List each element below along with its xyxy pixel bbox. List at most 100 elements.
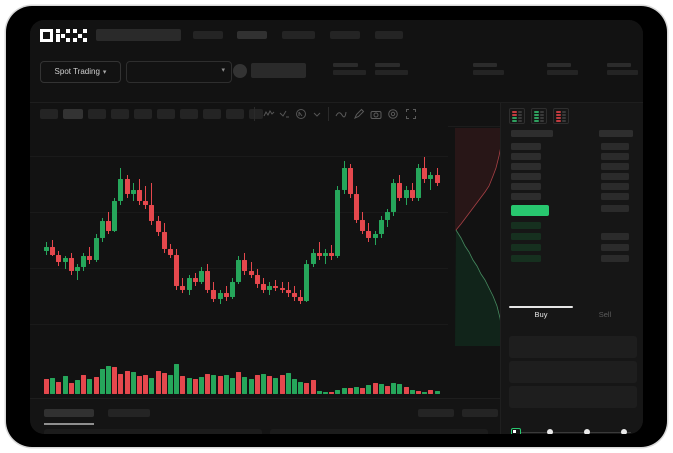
timeframe-button-2[interactable]	[63, 109, 83, 119]
orderbook-trade-panel: Buy Sell	[500, 103, 643, 434]
tab-buy[interactable]: Buy	[534, 310, 548, 319]
timeframe-button-8[interactable]	[203, 109, 221, 119]
candle	[44, 126, 49, 344]
chevron-down-icon: ▾	[102, 69, 107, 76]
orderbook-mode-bids-icon[interactable]	[531, 108, 547, 124]
bottom-tab-1[interactable]	[44, 409, 94, 417]
volume-bar	[149, 377, 155, 394]
nav-item-4[interactable]	[330, 31, 360, 39]
fullscreen-icon[interactable]	[405, 108, 417, 120]
indicator-fx-icon[interactable]	[295, 108, 307, 120]
volume-bar	[261, 373, 266, 394]
stat-label	[473, 63, 497, 67]
chevron-down-icon[interactable]	[311, 108, 323, 120]
slider-step-25[interactable]	[547, 429, 553, 434]
volume-bar	[254, 375, 260, 394]
orderbook-ask-row[interactable]	[511, 173, 541, 180]
bottom-tab-2[interactable]	[108, 409, 150, 417]
indicator-compare-icon[interactable]	[279, 108, 291, 120]
volume-bar	[192, 378, 198, 394]
nav-item-1[interactable]	[193, 31, 223, 39]
nav-item-3[interactable]	[282, 31, 315, 39]
orderbook-rows[interactable]	[501, 130, 643, 312]
orderbook-bid-row[interactable]	[511, 222, 541, 229]
slider-track	[515, 431, 631, 433]
okx-logo[interactable]	[40, 29, 87, 42]
orderbook-ask-qty	[601, 163, 629, 170]
orderbook-ask-row[interactable]	[511, 163, 541, 170]
stat-value	[607, 70, 638, 75]
price-chart[interactable]	[30, 126, 448, 398]
pencil-icon[interactable]	[353, 108, 365, 120]
candle	[310, 126, 316, 344]
timeframe-button-5[interactable]	[134, 109, 152, 119]
nav-item-5[interactable]	[375, 31, 403, 39]
orderbook-mode-asks-icon[interactable]	[553, 108, 569, 124]
candle	[273, 126, 279, 344]
camera-icon[interactable]	[370, 108, 382, 120]
stat-value	[473, 70, 504, 75]
timeframe-button-4[interactable]	[111, 109, 129, 119]
settings-gear-icon[interactable]	[387, 108, 399, 120]
orderbook-spread-row[interactable]	[511, 205, 549, 216]
candle	[180, 126, 186, 344]
timeframe-button-3[interactable]	[88, 109, 106, 119]
bottom-action-2[interactable]	[462, 409, 498, 417]
volume-bar	[360, 388, 366, 394]
candle	[254, 126, 260, 344]
timeframe-button-7[interactable]	[180, 109, 198, 119]
volume-bar	[378, 384, 384, 394]
volume-bar	[118, 373, 124, 394]
slider-step-50[interactable]	[584, 429, 590, 434]
pair-selector[interactable]: ▾	[126, 61, 232, 83]
bottom-action-1[interactable]	[418, 409, 454, 417]
total-field[interactable]	[509, 386, 637, 408]
stat-5	[607, 63, 638, 75]
volume-bar	[323, 391, 328, 394]
timeframe-button-1[interactable]	[40, 109, 58, 119]
indicator-line-icon[interactable]	[263, 108, 275, 120]
volume-bar	[199, 376, 204, 394]
buy-tab-underline	[509, 306, 573, 308]
search-input[interactable]	[96, 29, 181, 41]
pair-name	[251, 63, 306, 78]
trendline-icon[interactable]	[335, 108, 347, 120]
percent-slider[interactable]	[511, 428, 635, 434]
candle	[366, 126, 372, 344]
stat-1	[333, 63, 366, 75]
candle	[223, 126, 229, 344]
volume-bar	[174, 364, 180, 394]
orderbook-mode-group	[509, 108, 569, 124]
orderbook-ask-row[interactable]	[511, 153, 541, 160]
trading-mode-selector[interactable]: Spot Trading ▾	[40, 61, 121, 83]
orderbook-ask-row[interactable]	[511, 193, 541, 200]
candle	[230, 126, 235, 344]
candle	[118, 126, 124, 344]
timeframe-button-10[interactable]	[249, 109, 263, 119]
volume-bar	[292, 379, 297, 394]
price-field[interactable]	[509, 336, 637, 358]
candle	[106, 126, 111, 344]
timeframe-button-9[interactable]	[226, 109, 244, 119]
candlestick-series	[30, 126, 448, 344]
amount-field[interactable]	[509, 361, 637, 383]
slider-step-75[interactable]	[621, 429, 627, 434]
orderbook-mode-both-icon[interactable]	[509, 108, 525, 124]
orderbook-ask-row[interactable]	[511, 183, 541, 190]
candle	[81, 126, 87, 344]
volume-bar	[354, 386, 359, 394]
orderbook-ask-qty	[601, 143, 629, 150]
orderbook-ask-qty	[601, 173, 629, 180]
nav-item-2[interactable]	[237, 31, 267, 39]
slider-handle[interactable]	[511, 428, 521, 434]
orderbook-bid-row[interactable]	[511, 233, 541, 240]
pair-subheader: Spot Trading ▾ ▾	[30, 50, 643, 103]
orderbook-bid-row[interactable]	[511, 244, 541, 251]
orderbook-bid-row[interactable]	[511, 255, 541, 262]
timeframe-button-6[interactable]	[157, 109, 175, 119]
tab-sell[interactable]: Sell	[598, 310, 612, 319]
orderbook-col-header-qty	[599, 130, 633, 137]
orderbook-ask-row[interactable]	[511, 143, 541, 150]
volume-bar	[205, 373, 211, 394]
candle	[354, 126, 359, 344]
